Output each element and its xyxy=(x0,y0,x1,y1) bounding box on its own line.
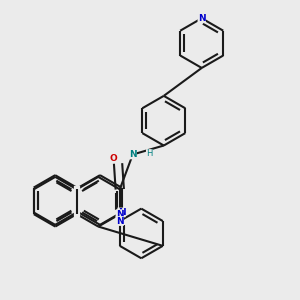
Text: N: N xyxy=(118,208,125,217)
Text: N: N xyxy=(116,217,124,226)
Text: O: O xyxy=(109,154,117,163)
Text: N: N xyxy=(116,210,124,219)
Text: N: N xyxy=(198,14,206,23)
Text: H: H xyxy=(146,149,152,158)
Text: N: N xyxy=(129,150,136,159)
